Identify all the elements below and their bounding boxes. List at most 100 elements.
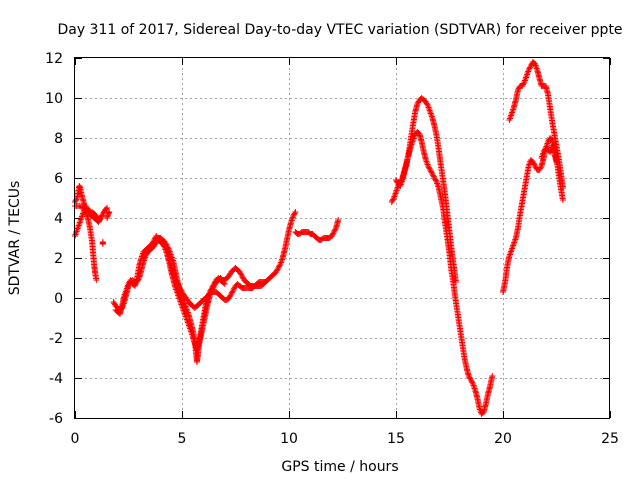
data-point-1491: [514, 87, 521, 93]
data-point-707: [179, 289, 185, 295]
data-point-1608: [540, 149, 547, 155]
data-point-681: [221, 281, 228, 287]
data-point-141: [93, 213, 100, 219]
data-point-837: [335, 217, 342, 223]
data-point-133: [83, 206, 90, 213]
data-point-708: [179, 290, 186, 297]
data-point-544: [154, 234, 161, 241]
y-tick-label-2: -2: [49, 331, 63, 347]
data-point-46: [104, 205, 111, 211]
data-point-153: [106, 209, 113, 215]
x-tick-label-2: 10: [280, 431, 298, 447]
data-point-1631: [553, 159, 560, 165]
data-point-760: [231, 285, 238, 292]
data-point-396: [239, 274, 246, 281]
data-point-1304: [452, 279, 459, 285]
y-axis-title: SDTVAR / TECUs: [7, 181, 23, 296]
data-point-1508: [526, 65, 533, 72]
data-point-550: [159, 241, 166, 247]
data-point-753: [226, 295, 233, 301]
x-tick-label-5: 25: [601, 431, 619, 447]
data-point-429: [273, 267, 280, 274]
data-point-1173: [414, 101, 421, 107]
data-point-669: [210, 282, 217, 289]
data-point-1507: [525, 67, 532, 73]
x-tick-labels: 0 5 10 15 20 25: [71, 431, 619, 447]
data-point-48: [72, 197, 79, 204]
data-point-759: [230, 287, 237, 293]
data-point-433: [276, 262, 283, 269]
data-point-134: [84, 207, 91, 213]
data-point-1469: [559, 197, 566, 203]
data-point-839: [389, 197, 396, 204]
data-point-432: [276, 263, 283, 270]
y-tick-label-9: 12: [45, 51, 63, 67]
data-point-471: [292, 209, 299, 215]
data-point-1057: [466, 374, 473, 381]
x-tick-label-0: 0: [71, 431, 80, 447]
data-point-135: [86, 207, 93, 214]
data-point-924: [432, 176, 439, 183]
data-point-680: [220, 280, 227, 286]
data-point-430: [274, 266, 281, 273]
data-point-671: [211, 279, 218, 286]
data-point-712: [183, 295, 190, 301]
data-point-45: [103, 206, 110, 212]
data-point-155: [111, 300, 118, 307]
data-point-1399: [532, 163, 539, 169]
data-point-1111: [489, 373, 496, 379]
data-point-1113: [393, 178, 400, 185]
data-point-41: [99, 211, 106, 217]
data-point-1496: [519, 83, 526, 89]
data-point-382: [226, 271, 233, 278]
data-point-1174: [415, 99, 422, 106]
data-point-704: [176, 285, 183, 291]
data-point-914: [425, 163, 432, 169]
data-point-756: [228, 291, 235, 297]
data-point-428: [273, 269, 280, 275]
x-axis-title: GPS time / hours: [281, 459, 398, 475]
data-point-392: [236, 269, 243, 275]
data-point-922: [430, 173, 437, 180]
data-point-1060: [468, 378, 475, 385]
data-point-147: [99, 239, 106, 245]
data-point-42: [100, 209, 107, 216]
data-point-829: [331, 227, 338, 234]
data-point-698: [172, 277, 179, 283]
data-point-124: [93, 277, 100, 283]
data-point-713: [183, 296, 190, 303]
data-point-394: [238, 271, 245, 278]
data-point-144: [95, 217, 102, 223]
data-point-918: [427, 168, 434, 175]
data-point-702: [175, 282, 182, 289]
x-tick-label-1: 5: [178, 431, 187, 447]
data-point-921: [430, 172, 437, 179]
data-marks: [72, 59, 566, 417]
x-tick-label-4: 20: [494, 431, 512, 447]
data-point-537: [149, 241, 156, 247]
data-point-699: [173, 278, 180, 285]
y-tick-labels: -6 -4 -2 0 2 4 6 8 10 12: [45, 51, 63, 427]
data-point-1404: [536, 167, 543, 173]
y-tick-label-7: 8: [54, 131, 63, 147]
data-point-755: [227, 292, 234, 299]
data-point-543: [153, 233, 160, 239]
data-point-40: [99, 212, 106, 219]
axis-ticks: [75, 58, 611, 419]
data-point-825: [328, 233, 335, 239]
data-point-1397: [530, 160, 537, 167]
data-point-1058: [467, 375, 474, 382]
data-point-828: [330, 229, 337, 235]
plot-frame: [74, 57, 610, 419]
data-point-1398: [531, 161, 538, 168]
data-point-552: [161, 243, 168, 250]
y-tick-label-6: 6: [54, 171, 63, 187]
data-point-757: [228, 289, 235, 296]
data-point-701: [174, 281, 181, 287]
data-point-152: [105, 210, 112, 216]
data-point-132: [81, 205, 88, 212]
data-point-827: [330, 230, 337, 237]
data-point-668: [209, 283, 216, 290]
